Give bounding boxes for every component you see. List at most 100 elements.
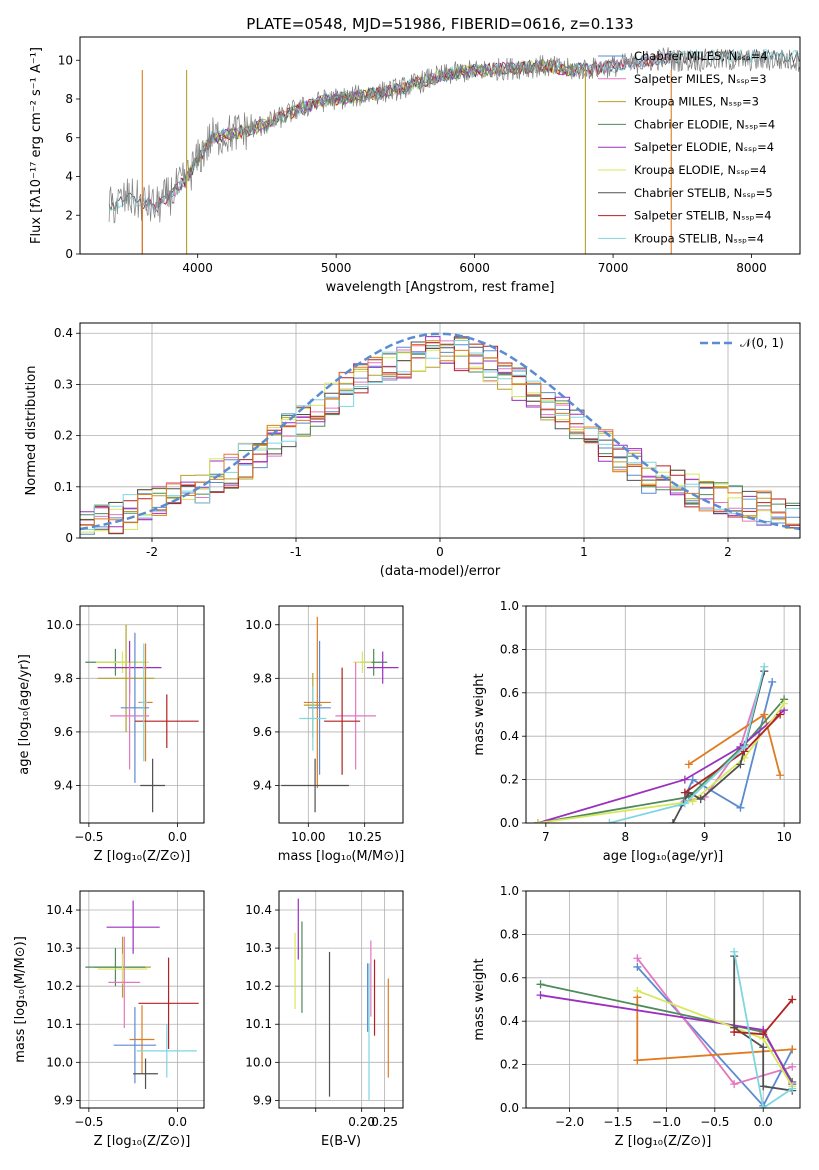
legend-entry: Kroupa ELODIE, Nₛₛₚ=4 [634, 163, 767, 177]
y-tick-label: 10.2 [46, 979, 73, 993]
y-axis-label: age [log₁₀(age/yr)] [17, 654, 32, 775]
age-vs-metallicity-panel: −0.5 0.0 9.4 9.6 9.8 10.0 Z [log₁₀(Z/Z⊙)] age [… [17, 605, 205, 864]
y-axis-label: mass weight [472, 673, 487, 755]
weight-point-marker [696, 795, 705, 804]
y-tick-label: 0.2 [54, 429, 73, 443]
y-tick-label: 10.0 [245, 618, 272, 632]
weight-point-marker [776, 710, 785, 719]
weight-series-line [680, 681, 774, 810]
y-tick-label: 0 [65, 247, 73, 261]
weight-point-marker [788, 1084, 797, 1093]
weight-point-marker [730, 1028, 739, 1037]
plot-area [85, 900, 199, 1089]
y-tick-label: 9.8 [54, 671, 73, 685]
x-tick-label: 4000 [182, 261, 213, 275]
weight-point-marker [760, 662, 769, 671]
y-tick-label: 0.0 [500, 1101, 519, 1115]
weight-point-marker [788, 995, 797, 1004]
weight-point-marker [680, 799, 689, 808]
y-tick-label: 10.1 [245, 1017, 272, 1031]
weight-point-marker [776, 771, 785, 780]
y-tick-label: 0.0 [500, 816, 519, 830]
legend-entry: Chabrier ELODIE, Nₛₛₚ=4 [634, 117, 775, 131]
x-tick-label: 0.25 [371, 1115, 398, 1129]
weight-point-marker [788, 1062, 797, 1071]
x-tick-label: 5000 [321, 261, 352, 275]
plot-area [108, 47, 800, 254]
legend-entry: Chabrier MILES, Nₛₛₚ=4 [634, 49, 768, 63]
y-tick-label: 0.2 [500, 1058, 519, 1072]
x-tick-label: −0.5 [700, 1115, 729, 1129]
x-tick-label: 6000 [459, 261, 490, 275]
y-axis-label: Flux [fλ10⁻¹⁷ erg cm⁻² s⁻¹ A⁻¹] [29, 47, 44, 244]
weight-point-marker [788, 1045, 797, 1054]
y-tick-label: 10.4 [245, 903, 272, 917]
x-axis-label: Z [log₁₀(Z/Z⊙)] [94, 1134, 191, 1149]
plot-area [294, 898, 389, 1101]
x-tick-label: -2 [146, 545, 158, 559]
plot-area [80, 332, 800, 535]
y-tick-label: 10.0 [46, 1055, 73, 1069]
spectrum-panel: 4000 5000 6000 7000 8000 0 2 4 6 8 10 wavelength [A… [29, 36, 801, 295]
mass-vs-metallicity-panel: −0.5 0.0 9.9 10.0 10.1 10.2 10.3 10.4 Z [log₁₀(Z… [13, 890, 205, 1149]
x-tick-label: 2 [724, 545, 732, 559]
weight-point-marker [680, 775, 689, 784]
legend-entry: Kroupa STELIB, Nₛₛₚ=4 [634, 231, 764, 245]
x-axis-label: mass [log₁₀(M/M⊙)] [278, 849, 405, 864]
y-tick-label: 0.3 [54, 377, 73, 391]
weight-point-marker [533, 819, 542, 823]
residuals-panel: -2 -1 0 1 2 0 0.1 0.2 0.3 0.4 (data-model)/error No… [24, 322, 801, 579]
y-tick-label: 10.2 [245, 979, 272, 993]
x-tick-label: 0.0 [168, 1115, 187, 1129]
age-vs-mass-panel: 10.00 10.25 9.4 9.6 9.8 10.0 mass [log₁₀(M/M⊙)… [245, 605, 405, 864]
legend-entry: Chabrier STELIB, Nₛₛₚ=5 [634, 186, 773, 200]
x-tick-label: 0.20 [348, 1115, 375, 1129]
y-tick-label: 0.8 [500, 642, 519, 656]
weight-series-line [609, 666, 766, 823]
plot-area [536, 947, 797, 1108]
y-tick-label: 0.1 [54, 480, 73, 494]
y-tick-label: 10.3 [245, 941, 272, 955]
weight-point-marker [633, 986, 642, 995]
y-tick-label: 10.0 [46, 618, 73, 632]
weight-point-marker [684, 760, 693, 769]
weight-point-marker [730, 1080, 739, 1089]
weight-point-marker [759, 1104, 768, 1108]
weight-series-line [537, 709, 785, 823]
y-tick-label: 2 [65, 208, 73, 222]
x-tick-label: 1 [580, 545, 588, 559]
x-tick-label: 7000 [598, 261, 629, 275]
weight-point-marker [760, 710, 769, 719]
weight-point-marker [536, 991, 545, 1000]
y-tick-label: 10.4 [46, 903, 73, 917]
weight-point-marker [768, 677, 777, 686]
weight-point-marker [605, 819, 614, 823]
weight-point-marker [536, 980, 545, 989]
y-tick-label: 1.0 [500, 599, 519, 613]
weight-point-marker [680, 788, 689, 797]
y-tick-label: 0.4 [500, 729, 519, 743]
y-axis-label: mass [log₁₀(M/M⊙)] [13, 936, 28, 1063]
plot-area [85, 624, 199, 813]
y-tick-label: 4 [65, 170, 73, 184]
y-tick-label: 9.4 [54, 778, 73, 792]
weight-point-marker [736, 760, 745, 769]
x-tick-label: 8000 [736, 261, 767, 275]
weight-point-marker [633, 1056, 642, 1065]
y-tick-label: 8 [65, 92, 73, 106]
legend-entry: 𝒩(0, 1) [740, 336, 784, 350]
x-axis-label: wavelength [Angstrom, rest frame] [326, 280, 555, 295]
x-axis-label: age [log₁₀(age/yr)] [603, 849, 724, 864]
x-tick-label: −0.5 [74, 1115, 103, 1129]
x-tick-label: 7 [542, 830, 550, 844]
weight-point-marker [633, 962, 642, 971]
legend-entry: Salpeter ELODIE, Nₛₛₚ=4 [634, 140, 774, 154]
x-tick-label: 9 [701, 830, 709, 844]
y-tick-label: 9.9 [253, 1093, 272, 1107]
weight-point-marker [759, 1082, 768, 1091]
x-tick-label: −1.0 [652, 1115, 681, 1129]
weight-point-marker [759, 1043, 768, 1052]
y-tick-label: 9.9 [54, 1093, 73, 1107]
y-tick-label: 1.0 [500, 884, 519, 898]
